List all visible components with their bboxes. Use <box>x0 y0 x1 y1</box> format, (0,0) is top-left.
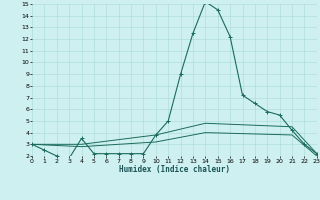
X-axis label: Humidex (Indice chaleur): Humidex (Indice chaleur) <box>119 165 230 174</box>
